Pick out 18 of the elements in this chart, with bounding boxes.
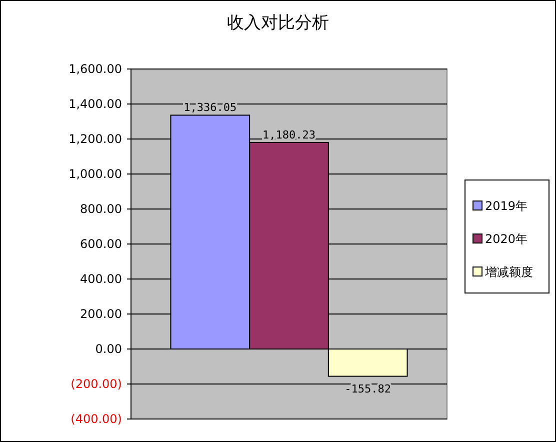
y-tick-label: (200.00) bbox=[70, 377, 122, 392]
y-tick-label: 800.00 bbox=[80, 202, 122, 216]
legend-label: 2020年 bbox=[485, 232, 528, 246]
data-label: 1,180.23 bbox=[262, 128, 316, 142]
data-label: -155.82 bbox=[344, 382, 392, 396]
y-tick-label: 0.00 bbox=[95, 342, 122, 356]
y-tick-label: (400.00) bbox=[70, 412, 122, 426]
data-label: 1,336.05 bbox=[184, 101, 237, 114]
legend-label: 增减额度 bbox=[484, 265, 533, 280]
y-tick-label: 1,600.00 bbox=[68, 62, 122, 76]
y-tick-label: 600.00 bbox=[80, 237, 122, 252]
legend-label: 2019年 bbox=[485, 199, 528, 214]
y-tick-label: 1,200.00 bbox=[68, 132, 122, 146]
y-tick-label: 400.00 bbox=[80, 272, 122, 286]
chart-title: 收入对比分析 bbox=[227, 13, 329, 33]
y-tick-label: 200.00 bbox=[80, 307, 122, 322]
y-tick-label: 1,000.00 bbox=[68, 167, 122, 182]
y-tick-label: 1,400.00 bbox=[68, 97, 122, 112]
